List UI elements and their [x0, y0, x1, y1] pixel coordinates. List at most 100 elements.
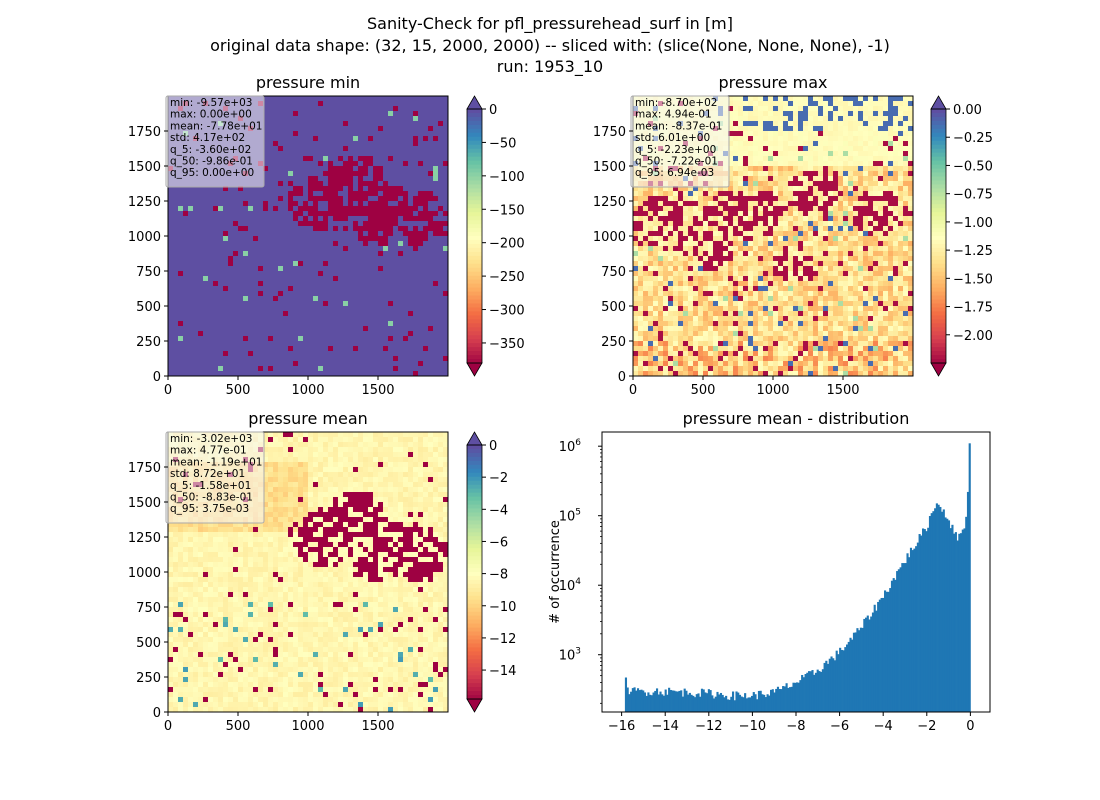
heatmap-cell	[888, 221, 894, 227]
heatmap-cell	[903, 171, 909, 177]
heatmap-cell	[843, 161, 849, 167]
heatmap-cell	[763, 111, 769, 117]
heatmap-cell	[168, 316, 174, 322]
heatmap-cell	[298, 341, 304, 347]
heatmap-cell	[183, 311, 189, 317]
heatmap-cell	[838, 116, 844, 122]
heatmap-cell	[333, 131, 339, 137]
heatmap-cell	[318, 276, 324, 282]
heatmap-cell	[293, 291, 299, 297]
heatmap-cell	[283, 341, 289, 347]
heatmap-cell	[788, 161, 794, 167]
heatmap-cell	[828, 151, 834, 157]
heatmap-cell	[883, 131, 889, 137]
heatmap-cell	[428, 336, 434, 342]
heatmap-cell	[653, 241, 659, 247]
heatmap-cell	[308, 141, 314, 147]
heatmap-cell	[173, 241, 179, 247]
heatmap-cell	[878, 206, 884, 212]
heatmap-cell	[768, 116, 774, 122]
heatmap-cell	[343, 101, 349, 107]
heatmap-cell	[858, 186, 864, 192]
heatmap-cell	[193, 231, 199, 237]
heatmap-cell	[358, 141, 364, 147]
heatmap-cell	[368, 246, 374, 252]
heatmap-cell	[323, 251, 329, 257]
heatmap-cell	[873, 196, 879, 202]
heatmap-cell	[253, 306, 259, 312]
heatmap-cell	[403, 106, 409, 112]
heatmap-cell	[423, 256, 429, 262]
heatmap-cell	[708, 241, 714, 247]
heatmap-cell	[258, 191, 264, 197]
heatmap-cell	[883, 201, 889, 207]
heatmap-cell	[203, 336, 209, 342]
heatmap-cell	[743, 206, 749, 212]
heatmap-cell	[223, 326, 229, 332]
heatmap-cell	[313, 206, 319, 212]
heatmap-cell	[848, 231, 854, 237]
heatmap-cell	[813, 221, 819, 227]
heatmap-cell	[278, 126, 284, 132]
heatmap-cell	[738, 171, 744, 177]
heatmap-cell	[368, 316, 374, 322]
heatmap-cell	[323, 141, 329, 147]
heatmap-cell	[883, 96, 889, 102]
heatmap-cell	[243, 246, 249, 252]
heatmap-cell	[733, 146, 739, 152]
heatmap-cell	[863, 181, 869, 187]
heatmap-cell	[443, 131, 449, 137]
heatmap-cell	[178, 236, 184, 242]
heatmap-cell	[308, 131, 314, 137]
heatmap-cell	[183, 241, 189, 247]
heatmap-cell	[718, 226, 724, 232]
heatmap-cell	[383, 206, 389, 212]
heatmap-cell	[438, 206, 444, 212]
heatmap-cell	[333, 146, 339, 152]
heatmap-cell	[888, 131, 894, 137]
heatmap-cell	[293, 181, 299, 187]
heatmap-cell	[218, 196, 224, 202]
heatmap-cell	[838, 126, 844, 132]
heatmap-cell	[303, 201, 309, 207]
heatmap-cell	[843, 111, 849, 117]
heatmap-cell	[873, 96, 879, 102]
heatmap-cell	[808, 181, 814, 187]
heatmap-cell	[293, 336, 299, 342]
heatmap-cell	[763, 196, 769, 202]
heatmap-cell	[178, 211, 184, 217]
heatmap-cell	[743, 101, 749, 107]
heatmap-cell	[358, 346, 364, 352]
heatmap-cell	[368, 171, 374, 177]
heatmap-cell	[813, 206, 819, 212]
heatmap-cell	[863, 221, 869, 227]
heatmap-cell	[873, 181, 879, 187]
heatmap-cell	[718, 211, 724, 217]
heatmap-cell	[333, 271, 339, 277]
heatmap-cell	[438, 151, 444, 157]
heatmap-cell	[293, 126, 299, 132]
heatmap-cell	[193, 196, 199, 202]
heatmap-cell	[753, 171, 759, 177]
heatmap-cell	[323, 151, 329, 157]
heatmap-cell	[198, 371, 204, 377]
heatmap-cell	[793, 226, 799, 232]
heatmap-cell	[828, 186, 834, 192]
heatmap-cell	[823, 196, 829, 202]
heatmap-cell	[293, 186, 299, 192]
heatmap-cell	[193, 261, 199, 267]
heatmap-cell	[413, 116, 419, 122]
heatmap-cell	[298, 266, 304, 272]
heatmap-cell	[748, 191, 754, 197]
colorbar-segment	[467, 168, 482, 173]
heatmap-cell	[318, 236, 324, 242]
heatmap-cell	[773, 96, 779, 102]
heatmap-cell	[353, 186, 359, 192]
heatmap-cell	[273, 101, 279, 107]
heatmap-cell	[253, 211, 259, 217]
heatmap-cell	[438, 251, 444, 257]
heatmap-cell	[783, 136, 789, 142]
heatmap-cell	[303, 241, 309, 247]
heatmap-cell	[198, 341, 204, 347]
